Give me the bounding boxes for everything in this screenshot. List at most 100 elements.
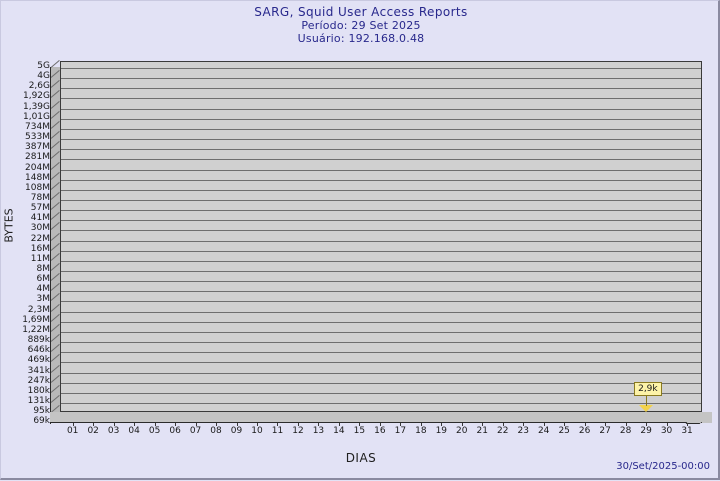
plot-floor: [50, 412, 712, 423]
page-title: SARG, Squid User Access Reports: [254, 5, 468, 19]
x-axis-tick-mark: [134, 423, 135, 426]
y-axis-tick-label: 3M: [36, 294, 51, 305]
gridline: [61, 128, 701, 130]
gridline: [61, 118, 701, 120]
x-axis-tick-label: 29: [640, 426, 652, 436]
y-axis-tick-label: 204M: [25, 162, 50, 173]
x-axis-tick-mark: [564, 423, 565, 426]
x-axis-tick-mark: [155, 423, 156, 426]
x-axis-tick-mark: [462, 423, 463, 426]
generated-timestamp: 30/Set/2025-00:00: [616, 461, 710, 472]
y-axis-tick-label: 41M: [30, 213, 50, 224]
gridline: [61, 372, 701, 374]
y-axis-tick-label: 95k: [33, 406, 50, 417]
gridline: [61, 139, 701, 141]
wall-hatch-line: [50, 293, 60, 302]
wall-hatch-line: [50, 242, 60, 251]
data-point-marker: [639, 405, 654, 412]
y-axis-tick-label: 148M: [25, 172, 50, 183]
x-axis-tick-mark: [523, 423, 524, 426]
x-axis-tick-label: 22: [497, 426, 509, 436]
wall-hatch-line: [50, 161, 60, 170]
x-axis-tick-mark: [646, 423, 647, 426]
x-axis-tick-mark: [626, 423, 627, 426]
y-axis-tick-label: 469k: [27, 355, 50, 366]
wall-hatch-line: [50, 303, 60, 312]
wall-hatch-line: [50, 141, 60, 150]
wall-hatch-line: [50, 354, 60, 363]
gridline: [61, 179, 701, 181]
wall-hatch-line: [50, 384, 60, 393]
y-axis-tick-label: 57M: [30, 203, 50, 214]
wall-hatch-line: [50, 232, 60, 241]
x-axis-tick-mark: [216, 423, 217, 426]
y-axis-tick-label: 4M: [36, 284, 51, 295]
data-point-value-label: 2,9k: [634, 382, 662, 396]
x-axis-title: DIAS: [345, 451, 377, 465]
y-axis-tick-label: 533M: [25, 132, 50, 143]
wall-hatch-line: [50, 110, 60, 119]
y-axis-tick-label: 281M: [25, 152, 50, 163]
gridline: [61, 291, 701, 293]
x-axis-tick-label: 15: [353, 426, 366, 436]
wall-hatch-line: [50, 191, 60, 200]
wall-hatch-line: [50, 212, 60, 221]
x-axis-tick-label: 18: [415, 426, 427, 436]
y-axis-tick-label: 8M: [36, 264, 51, 274]
gridline: [61, 331, 701, 333]
wall-hatch-line: [50, 252, 60, 261]
x-axis-tick-label: 01: [66, 426, 79, 436]
x-axis-tick-mark: [544, 423, 545, 426]
y-axis-tick-label: 1,92G: [22, 91, 50, 102]
x-axis-tick-mark: [503, 423, 504, 426]
wall-hatch-line: [50, 394, 60, 403]
x-axis-tick-label: 26: [578, 426, 591, 436]
y-axis-tick-label: 341k: [27, 365, 50, 376]
x-axis-tick-label: 19: [435, 426, 448, 436]
x-axis-tick-label: 17: [394, 426, 407, 436]
gridline: [61, 78, 701, 80]
x-axis-tick-label: 14: [333, 426, 345, 436]
gridline: [61, 240, 701, 242]
x-axis-tick-label: 05: [148, 426, 161, 436]
x-axis-tick-mark: [237, 423, 238, 426]
x-axis-tick-label: 20: [456, 426, 468, 436]
x-axis-tick-label: 09: [230, 426, 243, 436]
y-axis-tick-label: 1,39G: [22, 101, 50, 112]
wall-hatch-line: [50, 171, 60, 180]
gridline: [61, 342, 701, 344]
x-axis-tick-mark: [298, 423, 299, 426]
gridline: [61, 88, 701, 90]
y-axis-tick-label: 180k: [27, 385, 50, 396]
x-axis-tick-label: 27: [599, 426, 611, 436]
x-axis-tick-mark: [687, 423, 688, 426]
y-axis-tick-label: 4G: [37, 71, 50, 82]
gridline: [61, 199, 701, 201]
wall-hatch-line: [50, 151, 60, 160]
wall-hatch-line: [50, 120, 60, 129]
gridline: [61, 169, 701, 171]
y-axis-tick-label: 5G: [37, 61, 50, 71]
plot-floor-front-edge: [50, 422, 702, 423]
x-axis-tick-mark: [380, 423, 381, 426]
x-axis-tick-label: 16: [374, 426, 386, 436]
gridline: [61, 210, 701, 212]
x-axis-tick-mark: [73, 423, 74, 426]
wall-hatch-line: [50, 263, 60, 271]
wall-hatch-line: [50, 344, 60, 353]
wall-hatch-line: [50, 90, 60, 99]
gridline: [61, 220, 701, 222]
gridline: [61, 271, 701, 272]
gridline: [61, 260, 701, 262]
wall-hatch-line: [50, 323, 60, 332]
period-subtitle: Período: 29 Set 2025: [301, 19, 421, 32]
y-axis-tick-label: 2,3M: [27, 304, 50, 315]
wall-hatch-line: [50, 273, 60, 282]
gridline: [61, 362, 701, 364]
x-axis-tick-label: 21: [476, 426, 488, 436]
gridline: [61, 352, 701, 354]
x-axis-tick-label: 03: [107, 426, 120, 436]
gridline: [61, 321, 701, 323]
y-axis-tick-label: 16M: [30, 243, 50, 254]
